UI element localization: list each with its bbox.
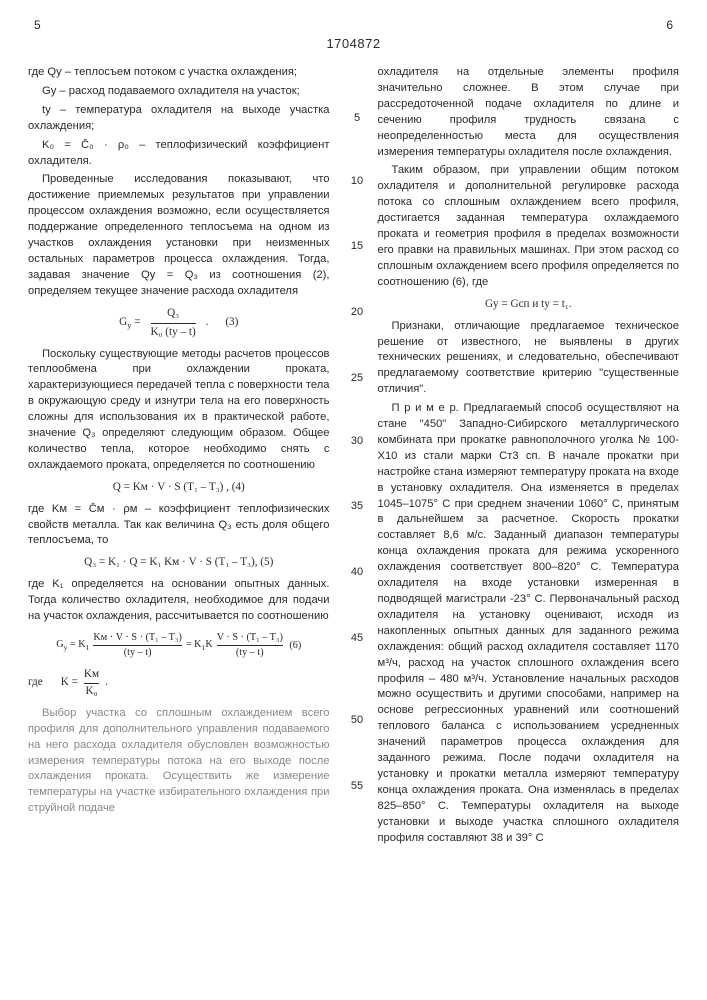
- body-text: Поскольку существующие методы расчетов п…: [28, 347, 330, 474]
- formula-numerator: Kм · V · S · (T₁ – T₃): [93, 632, 181, 643]
- formula-6: Gу = K1 Kм · V · S · (T₁ – T₃) (tу – t) …: [28, 631, 330, 661]
- document-number: 1704872: [28, 36, 679, 51]
- body-text: Проведенные исследования показывают, что…: [28, 172, 330, 299]
- formula-denominator: K₀: [84, 683, 99, 700]
- formula-5: Q₃ = K₁ · Q = K₁ Kм · V · S (T₁ – T₃), (…: [28, 555, 330, 571]
- formula-denominator: (tу – t): [217, 645, 283, 660]
- formula-k: где K = Kм K₀ .: [28, 667, 330, 700]
- left-column: где Qу – теплосъем потоком с участка охл…: [28, 65, 330, 850]
- body-text: где Qу – теплосъем потоком с участка охл…: [28, 65, 330, 81]
- formula-3: Gу = Q₃ K₀ (tу – t) . (3): [28, 306, 330, 341]
- body-text: Признаки, отличающие предлагаемое технич…: [378, 319, 680, 399]
- line-number: 20: [348, 306, 366, 318]
- formula-numerator: Kм: [84, 668, 99, 680]
- body-text: П р и м е р. Предлагаемый способ осущест…: [378, 401, 680, 846]
- page-header: 5 6: [28, 18, 679, 32]
- line-number: 10: [348, 175, 366, 187]
- line-number: 5: [348, 112, 366, 124]
- formula-gy: Gу = Gсп и tу = t₁.: [378, 297, 680, 313]
- body-text: tу – температура охладителя на выходе уч…: [28, 103, 330, 135]
- line-number: 35: [348, 500, 366, 512]
- body-text: Выбор участка со сплошным охлаждением вс…: [28, 706, 330, 817]
- formula-label: где: [28, 675, 43, 691]
- patent-page: 5 6 1704872 5 10 15 20 25 30 35 40 45 50…: [0, 0, 707, 1000]
- body-text: где K₁ определяется на основании опытных…: [28, 577, 330, 625]
- formula-denominator: K₀ (tу – t): [151, 323, 196, 341]
- line-number: 25: [348, 372, 366, 384]
- formula-numerator: V · S · (T₁ – T₃): [217, 632, 283, 643]
- body-text: Gу – расход подаваемого охладителя на уч…: [28, 84, 330, 100]
- page-number-right: 6: [666, 18, 673, 32]
- right-column: охладителя на отдельные элементы профиля…: [378, 65, 680, 850]
- line-number: 45: [348, 632, 366, 644]
- formula-numerator: Q₃: [167, 307, 179, 319]
- formula-denominator: (tу – t): [93, 645, 181, 660]
- line-number: 15: [348, 240, 366, 252]
- line-number: 55: [348, 780, 366, 792]
- body-text: где Kм = C̄м · ρм – коэффициент теплофиз…: [28, 502, 330, 550]
- formula-4: Q = Kм · V · S (T₁ – T₃) , (4): [28, 480, 330, 496]
- line-number: 40: [348, 566, 366, 578]
- line-number: 50: [348, 714, 366, 726]
- body-text: Таким образом, при управлении общим пото…: [378, 163, 680, 290]
- line-number: 30: [348, 435, 366, 447]
- body-text: охладителя на отдельные элементы профиля…: [378, 65, 680, 160]
- page-number-left: 5: [34, 18, 41, 32]
- body-text: K₀ = C̄₀ · ρ₀ – теплофизический коэффици…: [28, 138, 330, 170]
